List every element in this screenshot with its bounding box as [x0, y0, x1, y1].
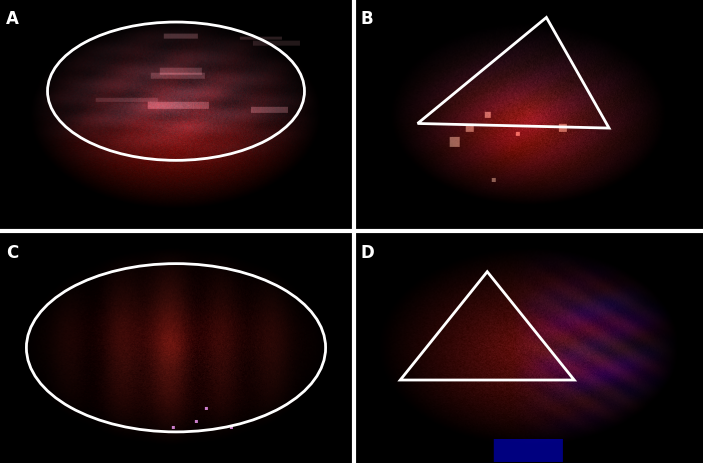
Text: D: D: [361, 243, 375, 261]
Text: A: A: [6, 10, 19, 28]
Text: C: C: [6, 243, 18, 261]
Text: B: B: [361, 10, 373, 28]
